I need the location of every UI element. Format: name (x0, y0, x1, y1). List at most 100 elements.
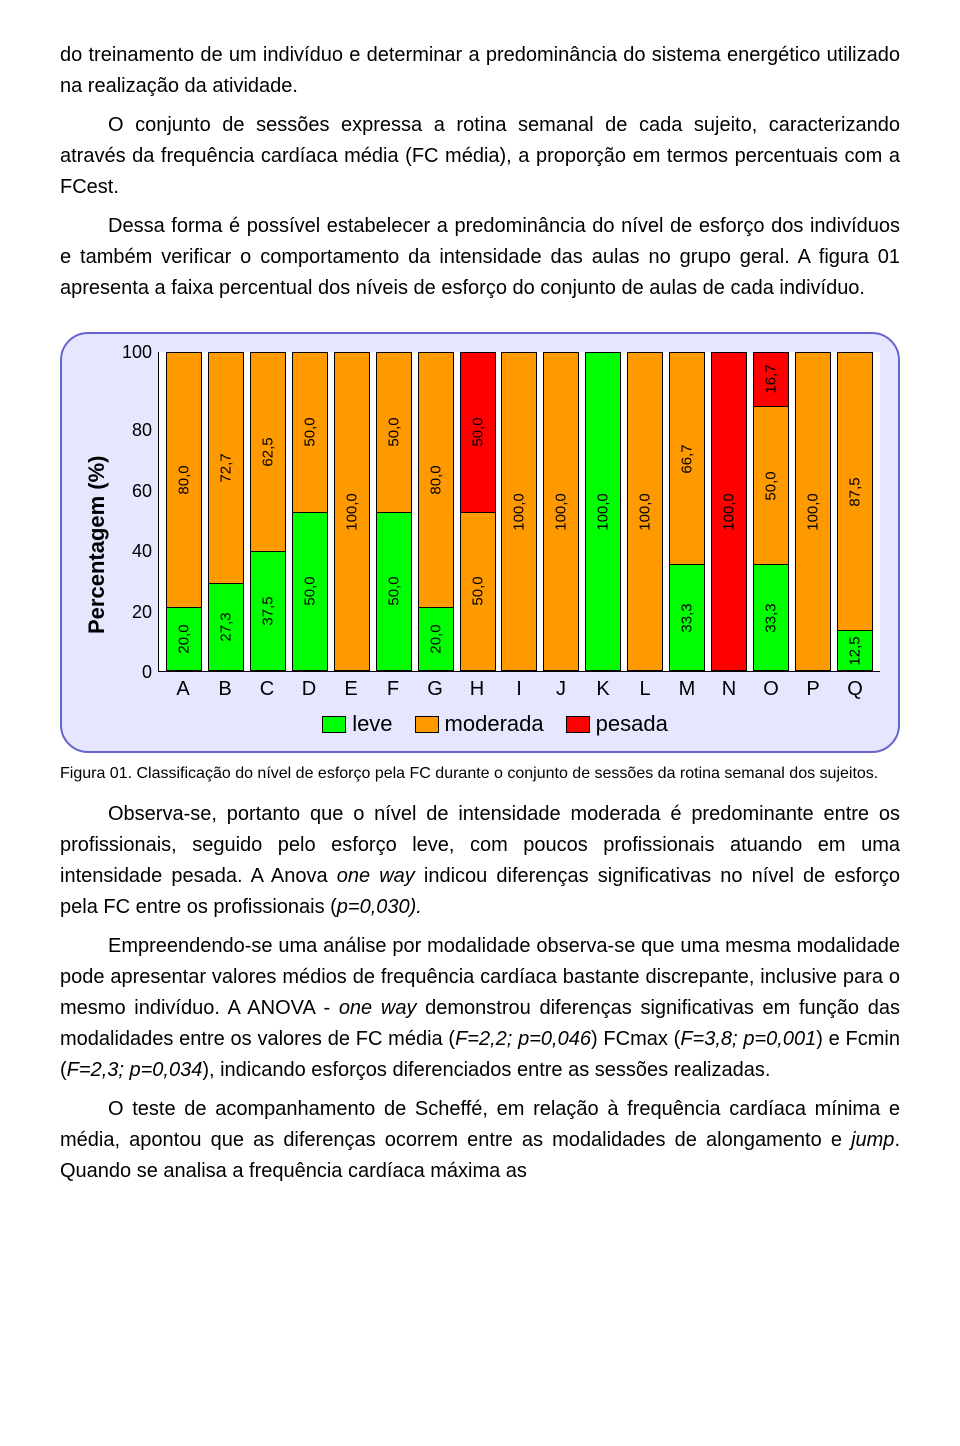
segment-value-label: 87,5 (846, 477, 863, 506)
bar-L: 100,0 (627, 352, 663, 671)
segment-value-label: 80,0 (175, 465, 192, 494)
xtick-label: F (375, 678, 411, 701)
xtick-label: L (627, 678, 663, 701)
bar-J: 100,0 (543, 352, 579, 671)
segment-leve: 50,0 (377, 512, 411, 671)
segment-moderada: 100,0 (502, 353, 536, 670)
segment-value-label: 62,5 (259, 437, 276, 466)
text-italic: F=3,8; p=0,001 (680, 1028, 816, 1050)
segment-moderada: 100,0 (796, 353, 830, 670)
segment-leve: 20,0 (167, 607, 201, 670)
legend-item-moderada: moderada (415, 711, 544, 737)
legend-swatch (322, 716, 346, 733)
text-run: ) FCmax ( (591, 1028, 680, 1050)
segment-moderada: 50,0 (293, 353, 327, 512)
bar-D: 50,050,0 (292, 352, 328, 671)
xtick-label: I (501, 678, 537, 701)
segment-value-label: 16,7 (763, 365, 780, 394)
segment-value-label: 20,0 (427, 624, 444, 653)
ytick: 0 (110, 663, 152, 681)
segment-pesada: 50,0 (461, 353, 495, 512)
plot-area: 80,020,072,727,362,537,550,050,0100,050,… (158, 352, 880, 672)
bar-H: 50,0 50,0 (460, 352, 496, 671)
segment-value-label: 100,0 (553, 493, 570, 531)
xtick-label: P (795, 678, 831, 701)
xtick-label: H (459, 678, 495, 701)
paragraph-3: Dessa forma é possível estabelecer a pre… (60, 211, 900, 304)
xtick-label: C (249, 678, 285, 701)
bar-A: 80,0 20,0 (166, 352, 202, 671)
xtick-label: E (333, 678, 369, 701)
paragraph-1: do treinamento de um indivíduo e determi… (60, 40, 900, 102)
bar-E: 100,0 (334, 352, 370, 671)
paragraph-4: Observa-se, portanto que o nível de inte… (60, 799, 900, 923)
segment-moderada: 62,5 (251, 353, 285, 551)
x-tick-labels: ABCDEFGHIJKLMNOPQ (158, 672, 880, 701)
plot-column: 100 80 60 40 20 0 80,020,072,727,362,537… (110, 352, 880, 737)
xtick-label: M (669, 678, 705, 701)
bar-C: 62,5 37,5 (250, 352, 286, 671)
bar-I: 100,0 (501, 352, 537, 671)
segment-value-label: 66,7 (679, 444, 696, 473)
segment-moderada: 50,0 (377, 353, 411, 512)
bar-N: 100,0 (711, 352, 747, 671)
xtick-label: A (165, 678, 201, 701)
y-axis-label: Percentagem (%) (80, 352, 110, 737)
bar-G: 80,0 20,0 (418, 352, 454, 671)
segment-value-label: 100,0 (511, 493, 528, 531)
bar-O: 16,7 50,0 33,3 (753, 352, 789, 671)
bar-Q: 87,5 12,5 (837, 352, 873, 671)
segment-value-label: 100,0 (637, 493, 654, 531)
segment-leve: 33,3 (754, 564, 788, 670)
xtick-label: B (207, 678, 243, 701)
segment-value-label: 50,0 (469, 577, 486, 606)
xtick-label: O (753, 678, 789, 701)
segment-pesada: 16,7 (754, 353, 788, 406)
plot-with-ticks: 100 80 60 40 20 0 80,020,072,727,362,537… (110, 352, 880, 672)
segment-leve: 50,0 (293, 512, 327, 671)
segment-pesada: 100,0 (712, 353, 746, 670)
xtick-label: G (417, 678, 453, 701)
segment-value-label: 37,5 (259, 596, 276, 625)
legend-item-pesada: pesada (566, 711, 668, 737)
xtick-label: J (543, 678, 579, 701)
segment-value-label: 50,0 (763, 471, 780, 500)
segment-value-label: 20,0 (175, 624, 192, 653)
segment-moderada: 100,0 (628, 353, 662, 670)
text-run: O teste de acompanhamento de Scheffé, em… (60, 1098, 900, 1151)
xtick-label: D (291, 678, 327, 701)
segment-value-label: 50,0 (469, 418, 486, 447)
segment-moderada: 100,0 (544, 353, 578, 670)
segment-value-label: 33,3 (763, 603, 780, 632)
segment-value-label: 100,0 (721, 493, 738, 531)
segment-moderada: 66,7 (670, 353, 704, 564)
paragraph-2: O conjunto de sessões expressa a rotina … (60, 110, 900, 203)
segment-value-label: 27,3 (217, 613, 234, 642)
legend-label: moderada (445, 711, 544, 737)
segment-moderada: 72,7 (209, 353, 243, 583)
segment-leve: 12,5 (838, 630, 872, 670)
segment-moderada: 100,0 (335, 353, 369, 670)
xtick-label: K (585, 678, 621, 701)
segment-moderada: 87,5 (838, 353, 872, 630)
ytick: 80 (110, 421, 152, 439)
text-italic: one way (337, 865, 415, 887)
paragraph-6: O teste de acompanhamento de Scheffé, em… (60, 1094, 900, 1187)
segment-value-label: 80,0 (427, 465, 444, 494)
segment-value-label: 100,0 (343, 493, 360, 531)
ytick: 40 (110, 542, 152, 560)
segment-value-label: 100,0 (595, 493, 612, 531)
segment-leve: 100,0 (586, 353, 620, 670)
segment-leve: 37,5 (251, 551, 285, 670)
bar-F: 50,0 50,0 (376, 352, 412, 671)
segment-value-label: 12,5 (846, 636, 863, 665)
segment-moderada: 50,0 (754, 406, 788, 565)
segment-value-label: 50,0 (385, 577, 402, 606)
bar-K: 100,0 (585, 352, 621, 671)
bar-M: 66,733,3 (669, 352, 705, 671)
xtick-label: N (711, 678, 747, 701)
figure-caption: Figura 01. Classificação do nível de esf… (60, 763, 900, 785)
bar-B: 72,7 27,3 (208, 352, 244, 671)
legend-swatch (415, 716, 439, 733)
xtick-label: Q (837, 678, 873, 701)
